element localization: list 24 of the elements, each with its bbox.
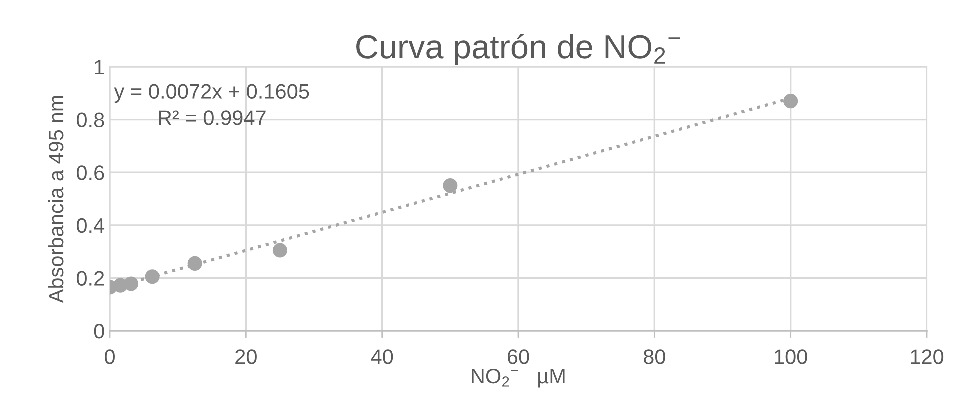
x-tick-label: 20 <box>236 350 257 364</box>
point <box>124 276 139 292</box>
x-tick-label: 100 <box>775 350 808 364</box>
y-axis-title: Absorbancia a 495 nm <box>48 96 64 304</box>
annotation: y = 0.0072x + 0.1605 <box>114 84 310 104</box>
y-tick-label: 0.6 <box>76 166 104 180</box>
point <box>272 243 288 258</box>
chart-title: Curva patrón de NO$_{2}$$^{−}$ <box>356 34 680 66</box>
y-tick-label: 0 <box>94 324 104 339</box>
point <box>784 94 798 109</box>
x-tick-label: 0 <box>105 350 115 364</box>
point <box>443 178 458 194</box>
x-tick-label: 40 <box>371 350 394 364</box>
point <box>188 256 202 271</box>
x-tick-label: 120 <box>911 350 944 364</box>
point <box>145 270 160 284</box>
y-tick-label: 0.2 <box>76 271 104 286</box>
x-tick-label: 60 <box>508 350 530 364</box>
y-tick-label: 0.4 <box>76 218 105 234</box>
x-tick-label: 80 <box>644 350 666 364</box>
annotation: R² = 0.9947 <box>159 110 266 126</box>
y-tick-label: 0.8 <box>76 112 104 128</box>
y-tick-label: 1 <box>95 60 104 75</box>
text: NO$_{2}$$^{−}$ µM <box>472 368 565 388</box>
